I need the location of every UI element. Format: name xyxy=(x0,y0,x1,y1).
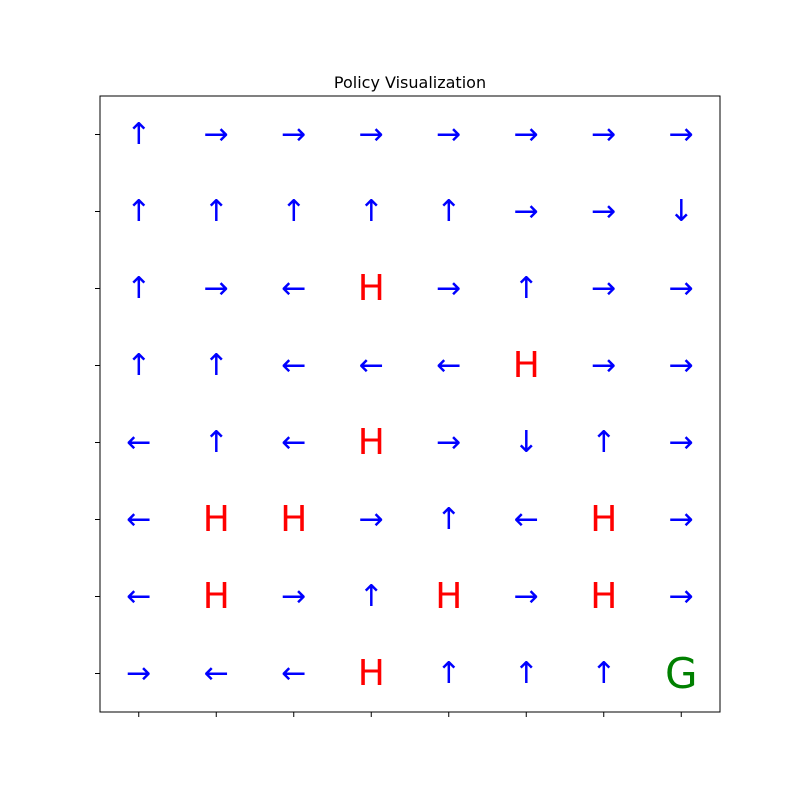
hole-marker: H xyxy=(280,499,307,540)
policy-arrow: → xyxy=(204,117,229,152)
hole-marker: H xyxy=(358,422,385,463)
policy-arrow: → xyxy=(281,579,306,614)
policy-arrow: ↑ xyxy=(204,425,229,460)
policy-arrow: ↓ xyxy=(669,194,694,229)
hole-marker: H xyxy=(358,653,385,694)
policy-arrow: ← xyxy=(514,502,539,537)
policy-arrow: ↓ xyxy=(514,425,539,460)
policy-arrow: ↑ xyxy=(436,194,461,229)
policy-arrow: ← xyxy=(204,656,229,691)
policy-arrow: ↑ xyxy=(126,271,151,306)
policy-arrow: ↑ xyxy=(126,348,151,383)
policy-arrow: → xyxy=(436,117,461,152)
policy-arrow: ↑ xyxy=(591,425,616,460)
policy-arrow: ↑ xyxy=(436,656,461,691)
axis-ticks xyxy=(95,134,682,717)
hole-marker: H xyxy=(203,499,230,540)
policy-arrow: → xyxy=(359,502,384,537)
policy-arrow: → xyxy=(514,579,539,614)
policy-arrow: ↑ xyxy=(591,656,616,691)
policy-arrow: → xyxy=(514,194,539,229)
policy-arrow: ↑ xyxy=(204,348,229,383)
policy-arrow: ↑ xyxy=(126,194,151,229)
policy-arrow: → xyxy=(126,656,151,691)
policy-arrow: → xyxy=(436,425,461,460)
policy-arrow: ← xyxy=(281,425,306,460)
hole-marker: H xyxy=(590,499,617,540)
policy-arrow: ← xyxy=(281,348,306,383)
policy-arrow: ↑ xyxy=(281,194,306,229)
policy-arrow: ↑ xyxy=(204,194,229,229)
hole-marker: H xyxy=(590,576,617,617)
policy-arrow: ↑ xyxy=(359,194,384,229)
policy-arrow: → xyxy=(436,271,461,306)
policy-arrow: ↑ xyxy=(514,656,539,691)
policy-arrow: → xyxy=(669,117,694,152)
policy-arrow: → xyxy=(669,579,694,614)
policy-arrow: → xyxy=(514,117,539,152)
policy-arrow: ↑ xyxy=(359,579,384,614)
policy-arrow: ← xyxy=(281,656,306,691)
policy-arrow: → xyxy=(669,348,694,383)
policy-arrow: ↑ xyxy=(126,117,151,152)
plot-frame xyxy=(99,95,721,713)
policy-arrow: ↑ xyxy=(514,271,539,306)
policy-arrow: ← xyxy=(281,271,306,306)
hole-marker: H xyxy=(203,576,230,617)
policy-arrow: ← xyxy=(359,348,384,383)
hole-marker: H xyxy=(435,576,462,617)
policy-arrow: ← xyxy=(436,348,461,383)
policy-arrow: ← xyxy=(126,579,151,614)
policy-grid: ↑ → → → → → → → ↑ ↑ ↑ ↑ ↑ → → ↓ ↑ → ← H → ↑ → → ↑ ↑ ← ← ← H → → ← ↑ ← H → ↓ ↑ →… xyxy=(126,117,697,698)
hole-marker: H xyxy=(358,268,385,309)
policy-arrow: → xyxy=(591,271,616,306)
policy-arrow: → xyxy=(204,271,229,306)
policy-arrow: → xyxy=(669,502,694,537)
hole-marker: H xyxy=(513,345,540,386)
chart-title: Policy Visualization xyxy=(334,73,486,92)
goal-marker: G xyxy=(665,649,698,698)
policy-arrow: ← xyxy=(126,425,151,460)
policy-arrow: → xyxy=(669,425,694,460)
policy-arrow: → xyxy=(591,348,616,383)
policy-arrow: → xyxy=(591,117,616,152)
policy-arrow: → xyxy=(591,194,616,229)
policy-arrow: → xyxy=(669,271,694,306)
policy-arrow: → xyxy=(281,117,306,152)
policy-arrow: ← xyxy=(126,502,151,537)
policy-arrow: ↑ xyxy=(436,502,461,537)
policy-arrow: → xyxy=(359,117,384,152)
